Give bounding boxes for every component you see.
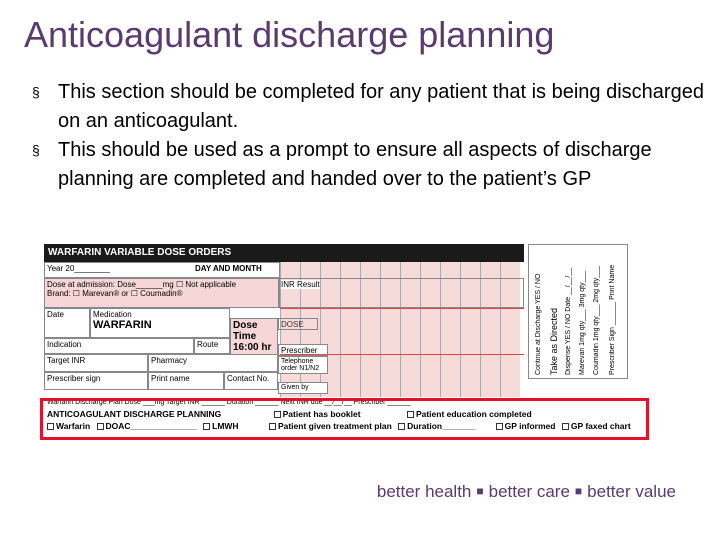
print-name-field: Print name (148, 372, 224, 390)
discharge-side-panel: Continue at Discharge YES / NO Take as D… (528, 244, 628, 379)
highlight-box (40, 398, 649, 440)
planning-row-2: Warfarin DOAC______________ LMWH Patient… (47, 421, 631, 431)
telephone-order-label: Telephone order N1/N2 (278, 356, 328, 374)
checkbox-icon (398, 423, 406, 430)
bullet-list: § This section should be completed for a… (30, 78, 710, 194)
bullet-item: § This should be used as a prompt to ens… (30, 136, 710, 194)
slide-title: Anticoagulant discharge planning (24, 14, 555, 55)
discharge-plan-row: Warfarin Discharge Plan Dose ___mg Targe… (47, 399, 411, 406)
footer-tagline: better health ■ better care ■ better value (376, 482, 676, 501)
bullet-icon: § (32, 84, 40, 100)
contact-no-field: Contact No. (224, 372, 278, 390)
dose-time-field: Dose Time 16:00 hr (230, 318, 278, 360)
checkbox-icon (273, 411, 281, 418)
indication-field: Indication (44, 338, 194, 354)
year-field: Year 20________ DAY AND MONTH (44, 262, 280, 278)
dose-admission-field: Dose at admission: Dose______mg ☐ Not ap… (44, 278, 280, 308)
given-by-label: Given by (278, 382, 328, 394)
bullet-text: This should be used as a prompt to ensur… (58, 139, 652, 190)
checkbox-icon (561, 423, 569, 430)
checkbox-icon (268, 423, 276, 430)
route-field: Route (194, 338, 230, 354)
checkbox-icon (203, 423, 211, 430)
inr-result-row: INR Result (278, 278, 524, 308)
target-inr-field: Target INR (44, 354, 148, 372)
date-field: Date (44, 308, 90, 338)
pharmacy-field: Pharmacy (148, 354, 278, 372)
bullet-item: § This section should be completed for a… (30, 78, 710, 136)
prescriber-sign-field: Prescriber sign (44, 372, 148, 390)
checkbox-icon (96, 423, 104, 430)
warfarin-chart-image: WARFARIN VARIABLE DOSE ORDERS Year 20___… (44, 244, 631, 436)
prescriber-label: Prescriber (278, 344, 328, 356)
chart-header: WARFARIN VARIABLE DOSE ORDERS (44, 244, 524, 262)
medication-field: Medication WARFARIN (90, 308, 230, 338)
checkbox-icon (406, 411, 414, 418)
dose-label: DOSE (278, 318, 318, 330)
planning-row-1: ANTICOAGULANT DISCHARGE PLANNING Patient… (47, 409, 532, 419)
bullet-icon: § (32, 142, 40, 158)
checkbox-icon (47, 423, 54, 430)
checkbox-icon (495, 423, 503, 430)
bullet-text: This section should be completed for any… (58, 81, 704, 132)
